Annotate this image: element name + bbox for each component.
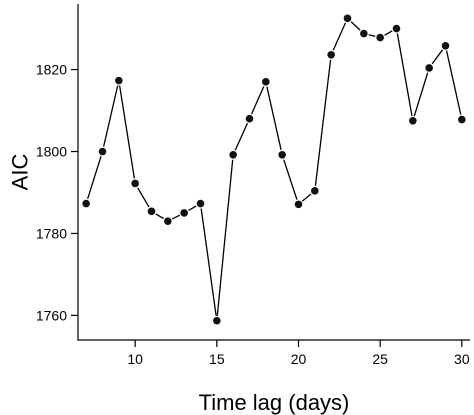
x-tick-label: 30	[454, 351, 470, 367]
data-point	[131, 179, 139, 188]
series-line-segment	[332, 22, 347, 51]
series-line-segment	[250, 86, 265, 115]
y-axis-label: AIC	[8, 154, 33, 191]
x-tick-label: 10	[127, 351, 143, 367]
axis-frame	[77, 4, 470, 341]
series	[82, 14, 466, 325]
y-tick-label: 1780	[36, 225, 67, 241]
series-line-segment	[234, 123, 249, 151]
x-axis-label: Time lag (days)	[199, 390, 350, 415]
series-line-segment	[445, 50, 462, 115]
x-axis-ticks: 10 15 20 25 30	[127, 340, 470, 367]
y-tick-label: 1760	[36, 307, 67, 323]
data-point	[262, 78, 270, 86]
x-tick-label: 25	[372, 351, 388, 367]
data-point	[82, 199, 90, 208]
data-point	[213, 316, 221, 325]
series-line-segment	[413, 72, 429, 117]
series-line-segment	[200, 208, 217, 316]
data-point	[376, 33, 384, 42]
data-point	[196, 199, 205, 208]
x-tick-label: 15	[209, 351, 225, 367]
data-point	[392, 24, 401, 33]
data-point	[147, 207, 156, 216]
data-point	[278, 150, 286, 159]
series-line-segment	[216, 159, 234, 316]
series-line-segment	[188, 205, 197, 212]
data-point	[180, 209, 188, 217]
data-point	[458, 115, 466, 124]
data-point	[294, 200, 303, 209]
series-line-segment	[368, 34, 376, 38]
data-point	[311, 187, 319, 195]
axes	[77, 4, 470, 341]
series-line-segment	[118, 85, 136, 179]
data-point	[425, 64, 433, 72]
data-point	[343, 14, 352, 23]
data-point	[360, 29, 368, 38]
data-point	[409, 116, 417, 125]
series-line-segment	[396, 33, 413, 116]
series-line-segment	[283, 159, 298, 200]
series-line-segment	[431, 49, 444, 65]
series-line-segment	[350, 21, 361, 31]
series-line-segment	[384, 30, 393, 36]
data-point	[115, 76, 123, 85]
y-axis-ticks: 1760 1780 1800 1820	[36, 62, 78, 323]
data-point	[98, 147, 107, 156]
x-tick-label: 20	[291, 351, 307, 367]
series-line-segment	[137, 187, 150, 208]
series-line-segment	[172, 214, 180, 220]
data-point	[441, 41, 450, 50]
data-point	[327, 51, 335, 59]
data-point	[245, 114, 254, 123]
series-line-segment	[102, 85, 119, 147]
series-line-segment	[87, 156, 102, 199]
y-tick-label: 1800	[36, 144, 67, 160]
series-line-segment	[266, 86, 282, 151]
y-tick-label: 1820	[36, 62, 67, 78]
series-line-segment	[314, 59, 332, 186]
series-line-segment	[301, 193, 312, 202]
series-line-segment	[155, 213, 164, 220]
data-point	[229, 150, 237, 159]
data-point	[164, 217, 172, 225]
